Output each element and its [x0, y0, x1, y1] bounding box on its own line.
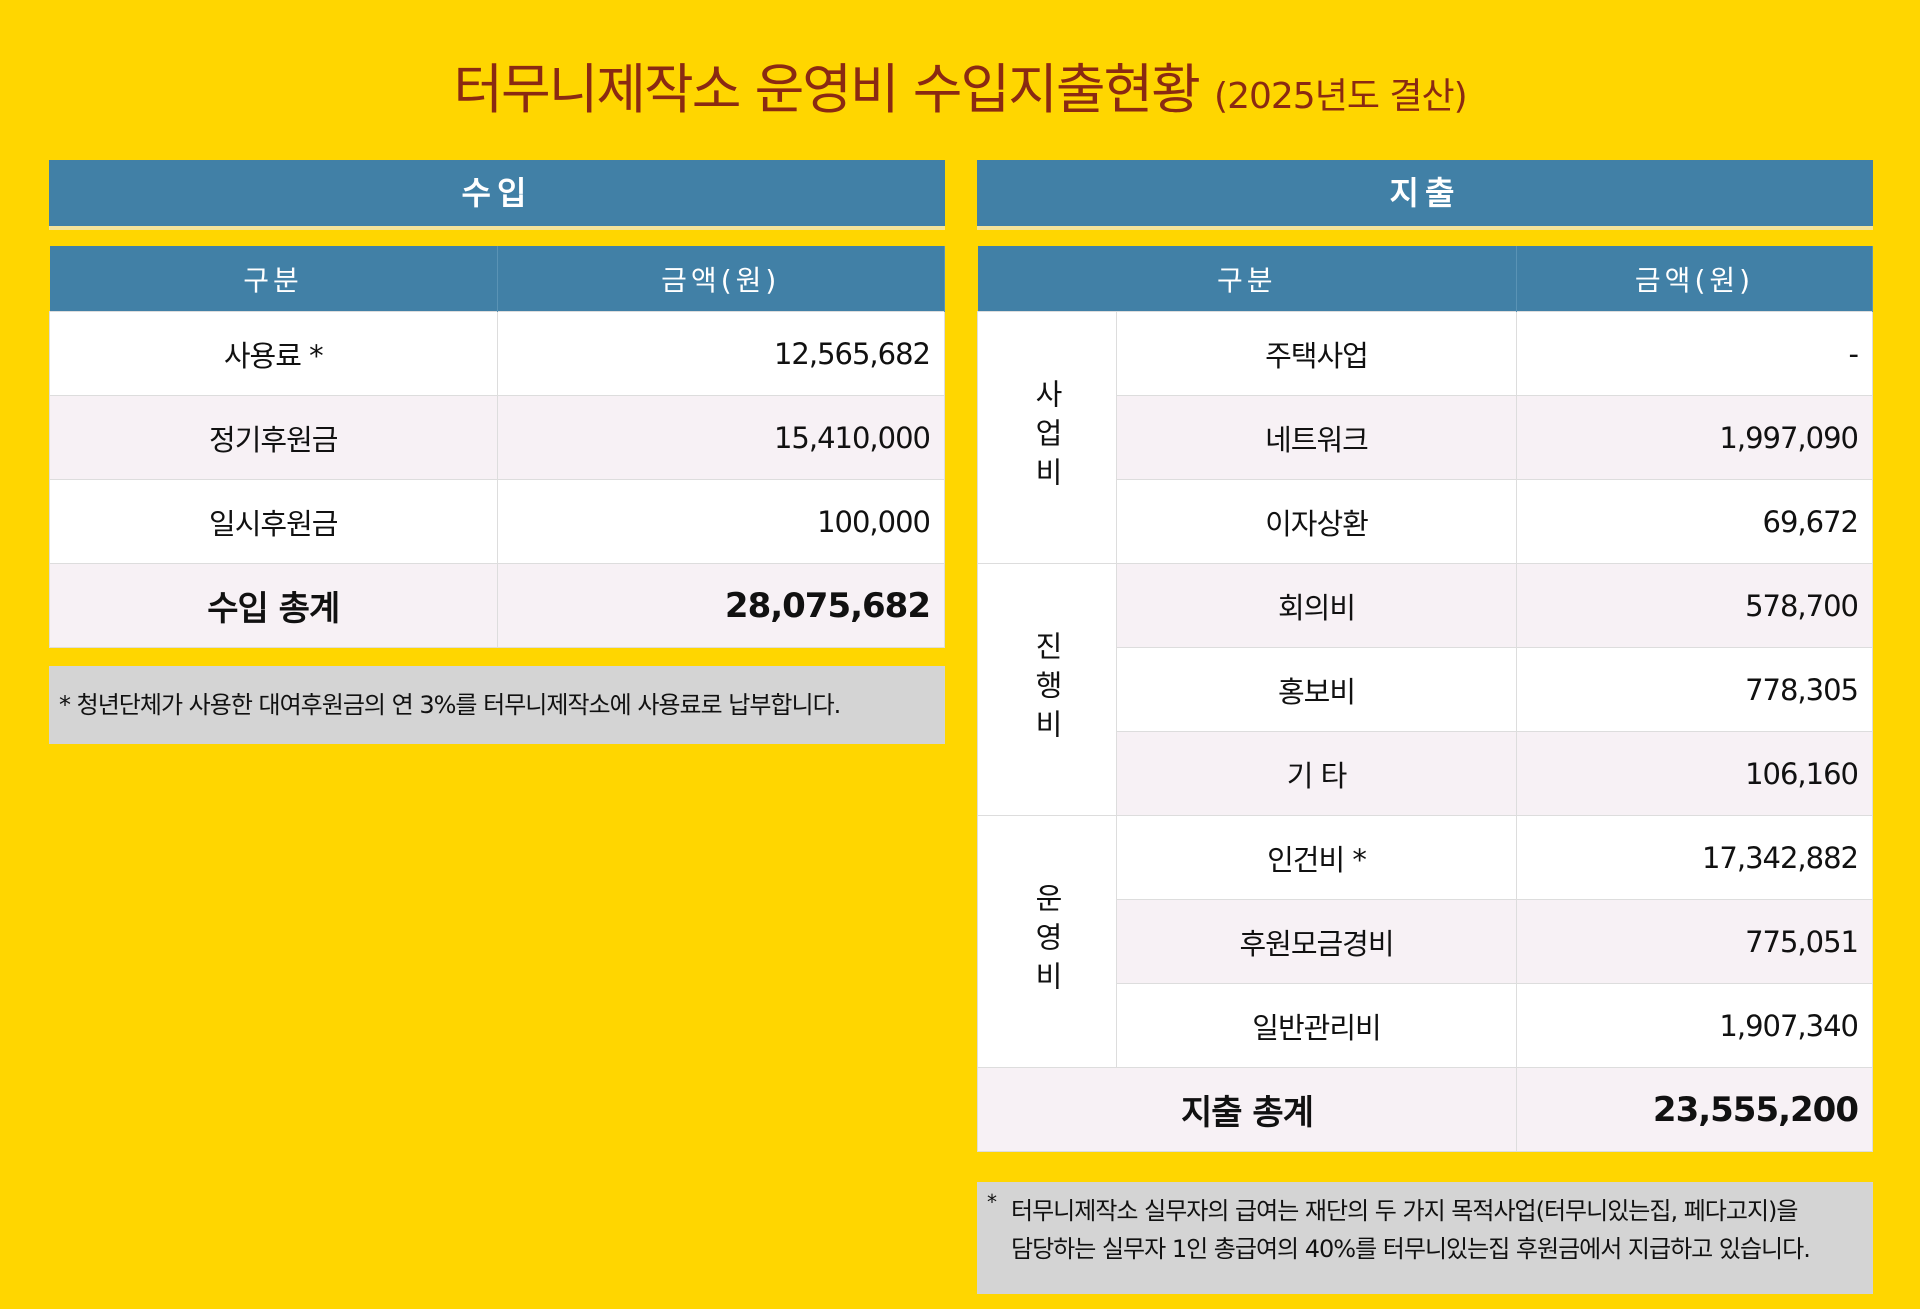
row: 사업비 주택사업 -	[977, 311, 1873, 564]
item: 주택사업	[1116, 311, 1517, 396]
income-panel: 수입 구분 금액(원) 사용료 * 12,565,682 정기후원금 15,410,000…	[49, 160, 945, 744]
column-header: 금액(원)	[1516, 246, 1873, 312]
category: 일시후원금	[49, 479, 498, 564]
row: 일반관리비 1,907,340	[978, 983, 1873, 1068]
amount: 1,907,340	[1516, 983, 1873, 1068]
income-header: 수입	[49, 160, 945, 230]
note-lines: 터무니제작소 실무자의 급여는 재단의 두 가지 목적사업(터무니있는집, 페다…	[987, 1192, 1873, 1268]
total-row: 수입 총계 28,075,682	[49, 563, 945, 648]
row: 진행비 회의비 578,700	[977, 563, 1873, 816]
row: 후원모금경비 775,051	[978, 899, 1873, 984]
amount: 578,700	[1516, 563, 1873, 648]
category: 사용료 *	[49, 311, 498, 396]
total-row: 지출 총계 23,555,200	[977, 1067, 1873, 1152]
column-header: 금액(원)	[497, 246, 945, 312]
row: 홍보비 778,305	[978, 647, 1873, 732]
row: 정기후원금 15,410,000	[49, 395, 945, 480]
header-row: 구분 금액(원)	[977, 246, 1873, 312]
note-mark: *	[987, 1190, 997, 1214]
amount: 69,672	[1516, 479, 1873, 564]
item: 네트워크	[1116, 395, 1517, 480]
category: 정기후원금	[49, 395, 498, 480]
amount: 15,410,000	[496, 395, 945, 480]
amount: 100,000	[496, 479, 945, 564]
amount: 1,997,090	[1516, 395, 1873, 480]
amount: 12,565,682	[496, 311, 945, 396]
group-label: 사업비	[977, 311, 1117, 564]
amount: 775,051	[1516, 899, 1873, 984]
amount: 778,305	[1516, 647, 1873, 732]
title: 터무니제작소 운영비 수입지출현황 (2025년도 결산)	[0, 45, 1920, 124]
total-label: 수입 총계	[49, 563, 498, 648]
note-line: 터무니제작소 실무자의 급여는 재단의 두 가지 목적사업(터무니있는집, 페다…	[1011, 1197, 1798, 1225]
expense-note: * 터무니제작소 실무자의 급여는 재단의 두 가지 목적사업(터무니있는집, …	[977, 1182, 1873, 1294]
note-line: 담당하는 실무자 1인 총급여의 40%를 터무니있는집 후원금에서 지급하고 …	[1011, 1235, 1811, 1263]
row: 네트워크 1,997,090	[978, 395, 1873, 480]
subtitle: (2025년도 결산)	[1214, 76, 1468, 117]
row: 이자상환 69,672	[978, 479, 1873, 564]
expense-panel: 지출 구분 금액(원) 사업비 주택사업 - 네트워크 1,997,090 이자상환 69,67…	[977, 160, 1873, 1294]
group-label: 진행비	[977, 563, 1117, 816]
total-amount: 23,555,200	[1516, 1067, 1873, 1152]
item: 후원모금경비	[1116, 899, 1517, 984]
total-amount: 28,075,682	[496, 563, 945, 648]
income-note: * 청년단체가 사용한 대여후원금의 연 3%를 터무니제작소에 사용료로 납부…	[49, 666, 945, 744]
row: 사용료 * 12,565,682	[49, 311, 945, 396]
income-table: 구분 금액(원) 사용료 * 12,565,682 정기후원금 15,410,000 일시후…	[49, 246, 945, 648]
total-label: 지출 총계	[977, 1067, 1517, 1152]
title-text: 터무니제작소 운영비 수입지출현황	[453, 58, 1201, 121]
amount: 17,342,882	[1516, 815, 1873, 900]
item: 일반관리비	[1116, 983, 1517, 1068]
item: 홍보비	[1116, 647, 1517, 732]
group-label: 운영비	[977, 815, 1117, 1068]
amount: -	[1516, 311, 1873, 396]
row: 운영비 인건비 * 17,342,882	[977, 815, 1873, 1068]
header-row: 구분 금액(원)	[49, 246, 945, 312]
expense-header: 지출	[977, 160, 1873, 230]
item: 이자상환	[1116, 479, 1517, 564]
amount: 106,160	[1516, 731, 1873, 816]
column-header: 구분	[49, 246, 498, 312]
column-header: 구분	[977, 246, 1517, 312]
expense-table: 구분 금액(원) 사업비 주택사업 - 네트워크 1,997,090 이자상환 69,672 진행…	[977, 246, 1873, 1152]
item: 기 타	[1116, 731, 1517, 816]
row: 기 타 106,160	[978, 731, 1873, 816]
item: 인건비 *	[1116, 815, 1517, 900]
row: 일시후원금 100,000	[49, 479, 945, 564]
item: 회의비	[1116, 563, 1517, 648]
